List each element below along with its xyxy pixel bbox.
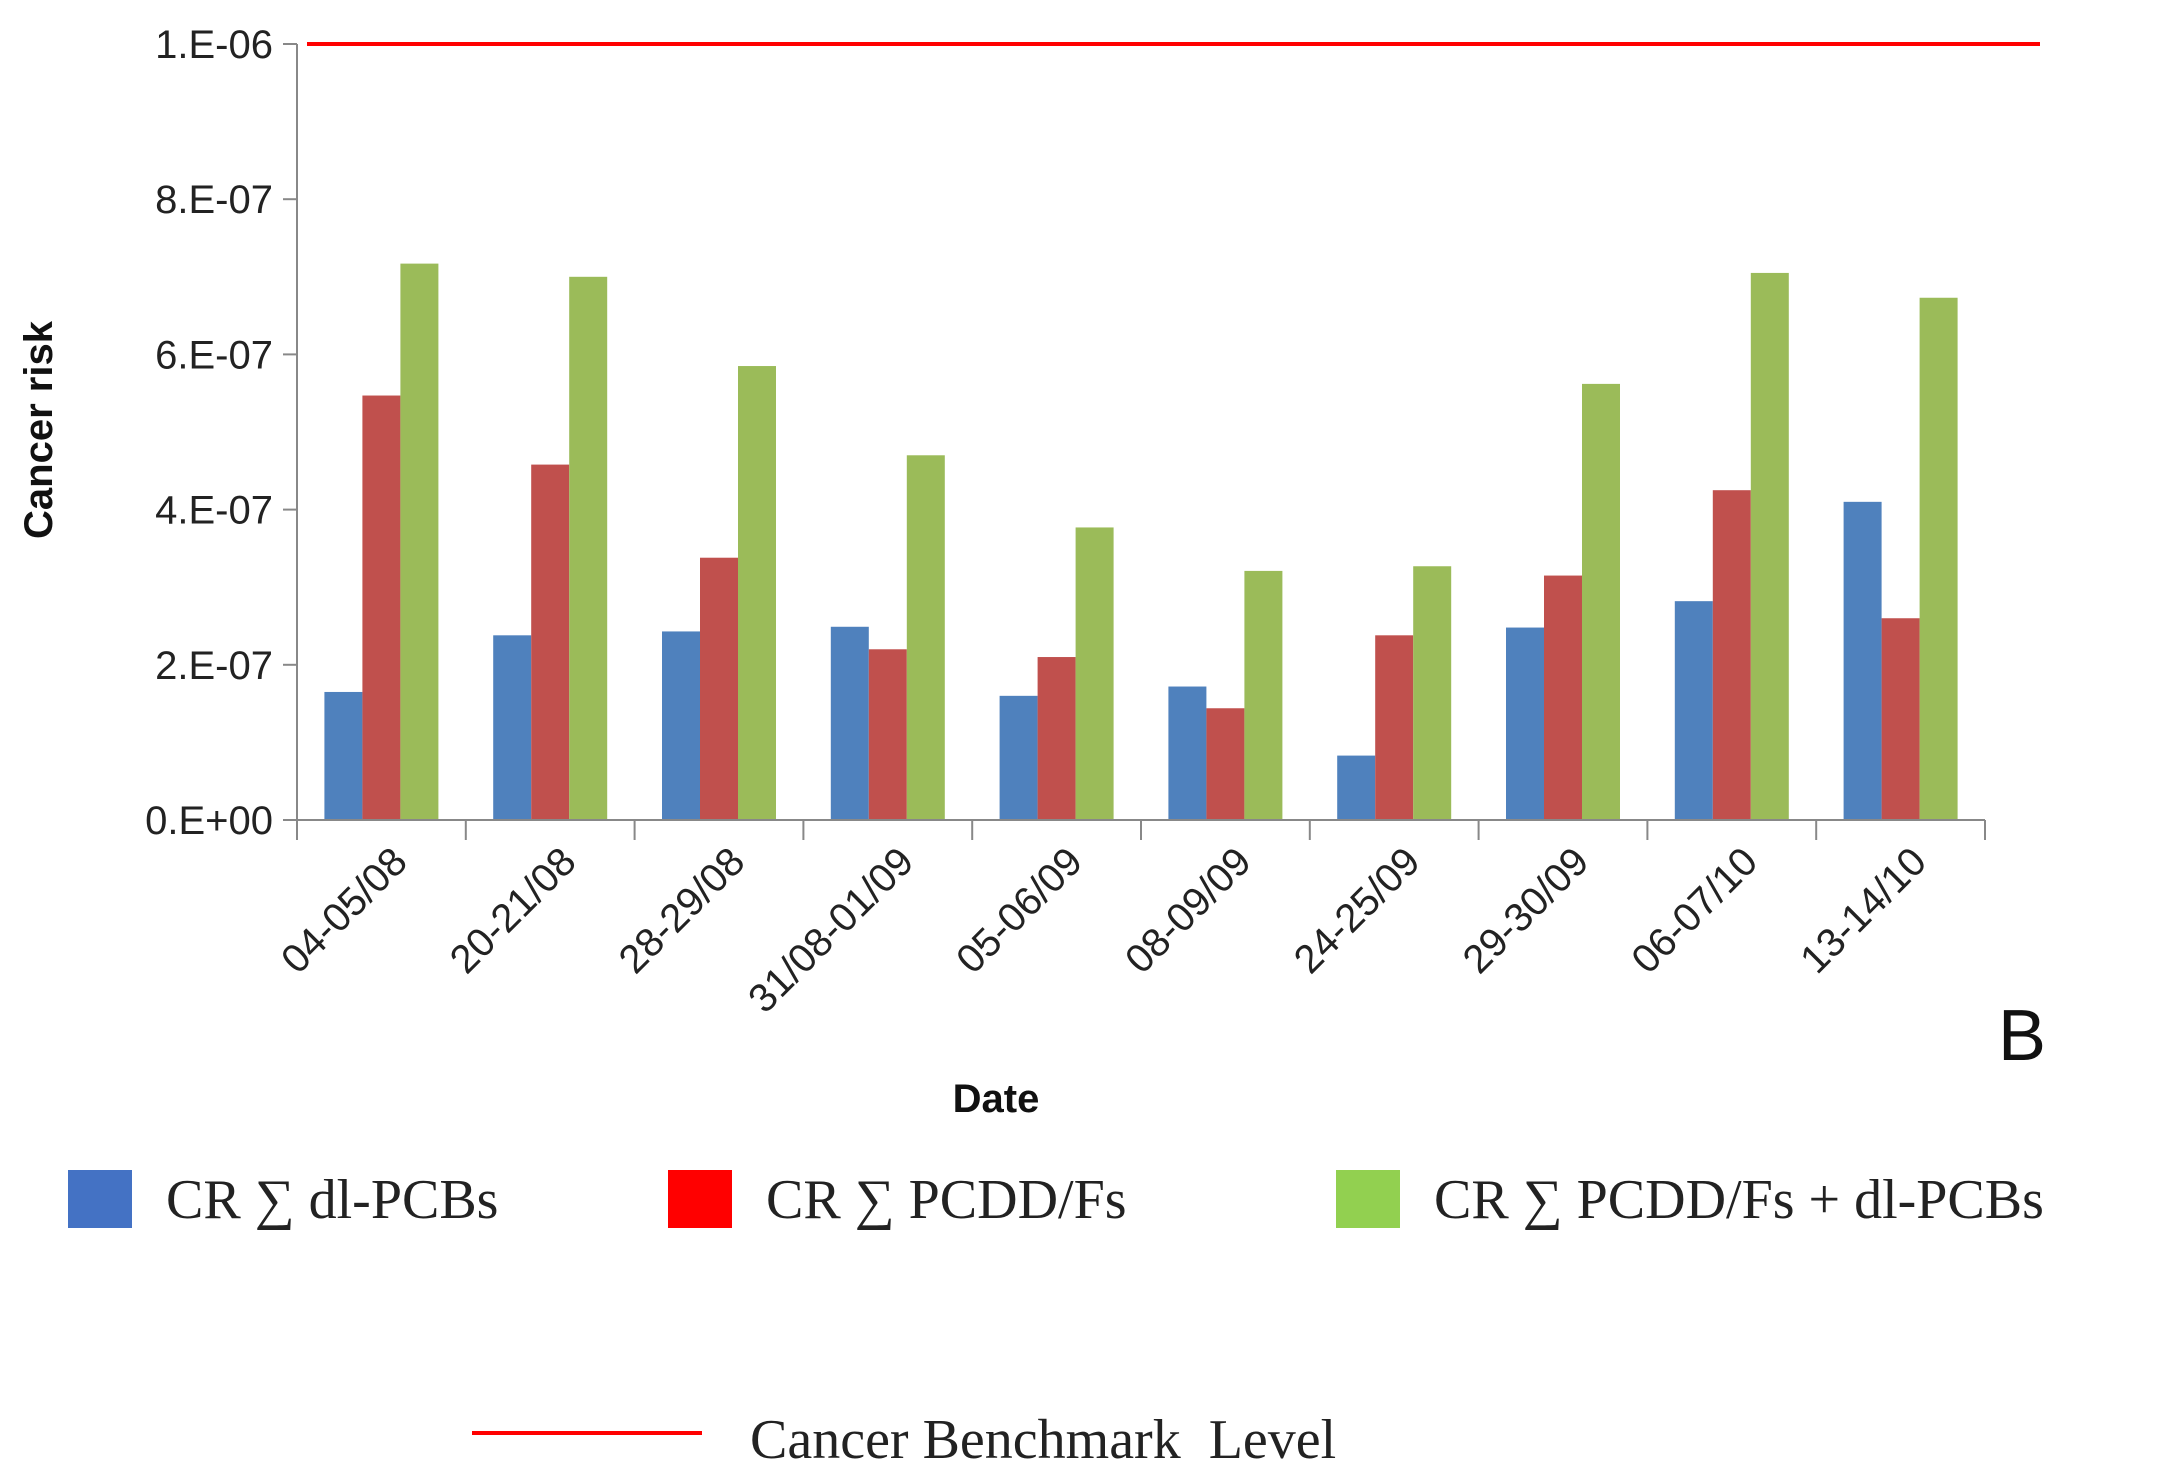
x-axis-title: Date (953, 1077, 1040, 1121)
x-tick-label: 04-05/08 (273, 839, 416, 982)
y-tick-label: 8.E-07 (155, 178, 273, 222)
y-tick-label: 1.E-06 (155, 23, 273, 67)
bar (400, 263, 439, 820)
legend-label-benchmark: Cancer Benchmark Level (750, 1409, 1336, 1471)
legend: CR ∑ dl-PCBs CR ∑ PCDD/Fs CR ∑ PCDD/Fs +… (68, 1169, 2044, 1471)
x-tick-label: 20-21/08 (442, 839, 585, 982)
x-tick-label: 29-30/09 (1455, 839, 1598, 982)
legend-swatch-combined (1336, 1170, 1400, 1228)
bar (1075, 527, 1114, 820)
bar (1037, 657, 1076, 820)
bar (662, 631, 700, 820)
y-axis-title: Cancer risk (17, 320, 61, 539)
bar (700, 557, 738, 820)
bar (1712, 490, 1751, 820)
axes (283, 43, 1986, 840)
bar (1506, 627, 1544, 820)
panel-label: B (1998, 996, 2046, 1076)
x-tick-label: 28-29/08 (611, 839, 754, 982)
x-tick-label: 24-25/09 (1286, 839, 1429, 982)
bar (493, 635, 532, 820)
bar (830, 626, 869, 820)
bar (1674, 601, 1713, 820)
bar (1582, 383, 1620, 820)
legend-label-pcdd-fs: CR ∑ PCDD/Fs (766, 1169, 1127, 1231)
y-tick-label: 6.E-07 (155, 333, 273, 377)
bar (1750, 272, 1789, 820)
bar (1413, 566, 1452, 820)
legend-swatch-pcdd-fs (668, 1170, 732, 1228)
x-tick-label: 05-06/09 (948, 839, 1091, 982)
bar (531, 464, 570, 820)
bar (1168, 686, 1207, 820)
x-tick-label: 13-14/10 (1792, 839, 1935, 982)
x-tick-label: 06-07/10 (1623, 839, 1766, 982)
bar (1843, 501, 1882, 820)
bar (1337, 755, 1376, 820)
x-tick-label: 31/08-01/09 (740, 839, 922, 1021)
bar (738, 366, 776, 820)
bar (868, 649, 907, 820)
y-tick-label: 0.E+00 (145, 799, 273, 843)
bar (569, 276, 608, 820)
legend-label-combined: CR ∑ PCDD/Fs + dl-PCBs (1434, 1169, 2044, 1231)
bar (1919, 297, 1958, 820)
bar (999, 695, 1038, 820)
bar (906, 455, 945, 820)
bar (1881, 618, 1920, 820)
bar (1244, 570, 1283, 820)
bars (307, 42, 2040, 820)
legend-swatch-dl-pcbs (68, 1170, 132, 1228)
x-tick-label: 08-09/09 (1117, 839, 1260, 982)
y-tick-label: 4.E-07 (155, 489, 273, 533)
bar (1544, 575, 1582, 820)
y-tick-label: 2.E-07 (155, 644, 273, 688)
legend-label-dl-pcbs: CR ∑ dl-PCBs (166, 1169, 498, 1231)
bar (362, 395, 401, 820)
bar (324, 691, 363, 820)
bar (1206, 708, 1245, 820)
bar (1375, 635, 1414, 820)
